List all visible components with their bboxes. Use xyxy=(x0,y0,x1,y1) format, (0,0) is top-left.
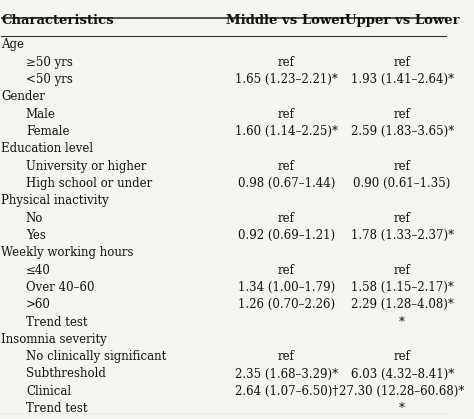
Text: 1.34 (1.00–1.79): 1.34 (1.00–1.79) xyxy=(238,281,335,294)
Text: University or higher: University or higher xyxy=(26,160,146,173)
Text: No clinically significant: No clinically significant xyxy=(26,350,166,363)
Text: High school or under: High school or under xyxy=(26,177,152,190)
Text: ref: ref xyxy=(278,56,295,69)
Text: ref: ref xyxy=(278,212,295,225)
Text: ref: ref xyxy=(278,350,295,363)
Text: Subthreshold: Subthreshold xyxy=(26,367,106,380)
Text: >60: >60 xyxy=(26,298,51,311)
Text: *: * xyxy=(399,316,405,328)
Text: 0.98 (0.67–1.44): 0.98 (0.67–1.44) xyxy=(237,177,335,190)
Text: Physical inactivity: Physical inactivity xyxy=(1,194,109,207)
Text: 2.64 (1.07–6.50)†: 2.64 (1.07–6.50)† xyxy=(235,385,338,398)
Text: 1.58 (1.15–2.17)*: 1.58 (1.15–2.17)* xyxy=(351,281,454,294)
Text: Characteristics: Characteristics xyxy=(1,14,114,27)
Text: Yes: Yes xyxy=(26,229,46,242)
Text: ref: ref xyxy=(394,264,410,277)
Text: 0.92 (0.69–1.21): 0.92 (0.69–1.21) xyxy=(238,229,335,242)
Text: 0.90 (0.61–1.35): 0.90 (0.61–1.35) xyxy=(354,177,451,190)
Text: 6.03 (4.32–8.41)*: 6.03 (4.32–8.41)* xyxy=(350,367,454,380)
Text: Education level: Education level xyxy=(1,142,93,155)
Text: Gender: Gender xyxy=(1,91,46,103)
Text: ref: ref xyxy=(278,160,295,173)
Text: ref: ref xyxy=(278,264,295,277)
Text: Age: Age xyxy=(1,39,24,52)
Text: Female: Female xyxy=(26,125,69,138)
Text: 27.30 (12.28–60.68)*: 27.30 (12.28–60.68)* xyxy=(339,385,465,398)
Text: Male: Male xyxy=(26,108,56,121)
Text: Middle vs Lower: Middle vs Lower xyxy=(226,14,346,27)
Text: Over 40–60: Over 40–60 xyxy=(26,281,94,294)
Text: 1.93 (1.41–2.64)*: 1.93 (1.41–2.64)* xyxy=(351,73,454,86)
Text: 2.35 (1.68–3.29)*: 2.35 (1.68–3.29)* xyxy=(235,367,338,380)
Text: ref: ref xyxy=(394,350,410,363)
Text: Upper vs Lower: Upper vs Lower xyxy=(345,14,459,27)
Text: 1.26 (0.70–2.26): 1.26 (0.70–2.26) xyxy=(238,298,335,311)
Text: ref: ref xyxy=(394,56,410,69)
Text: 1.60 (1.14–2.25)*: 1.60 (1.14–2.25)* xyxy=(235,125,338,138)
Text: Trend test: Trend test xyxy=(26,316,87,328)
Text: 2.59 (1.83–3.65)*: 2.59 (1.83–3.65)* xyxy=(350,125,454,138)
Text: Clinical: Clinical xyxy=(26,385,71,398)
Text: Trend test: Trend test xyxy=(26,402,87,415)
Text: ref: ref xyxy=(278,108,295,121)
Text: ≤40: ≤40 xyxy=(26,264,51,277)
Text: Weekly working hours: Weekly working hours xyxy=(1,246,134,259)
Text: <50 yrs: <50 yrs xyxy=(26,73,73,86)
Text: ref: ref xyxy=(394,108,410,121)
Text: No: No xyxy=(26,212,43,225)
Text: ref: ref xyxy=(394,160,410,173)
Text: *: * xyxy=(399,402,405,415)
Text: ref: ref xyxy=(394,212,410,225)
Text: ≥50 yrs: ≥50 yrs xyxy=(26,56,73,69)
Text: 2.29 (1.28–4.08)*: 2.29 (1.28–4.08)* xyxy=(351,298,454,311)
Text: Insomnia severity: Insomnia severity xyxy=(1,333,107,346)
Text: 1.78 (1.33–2.37)*: 1.78 (1.33–2.37)* xyxy=(351,229,454,242)
Text: 1.65 (1.23–2.21)*: 1.65 (1.23–2.21)* xyxy=(235,73,338,86)
